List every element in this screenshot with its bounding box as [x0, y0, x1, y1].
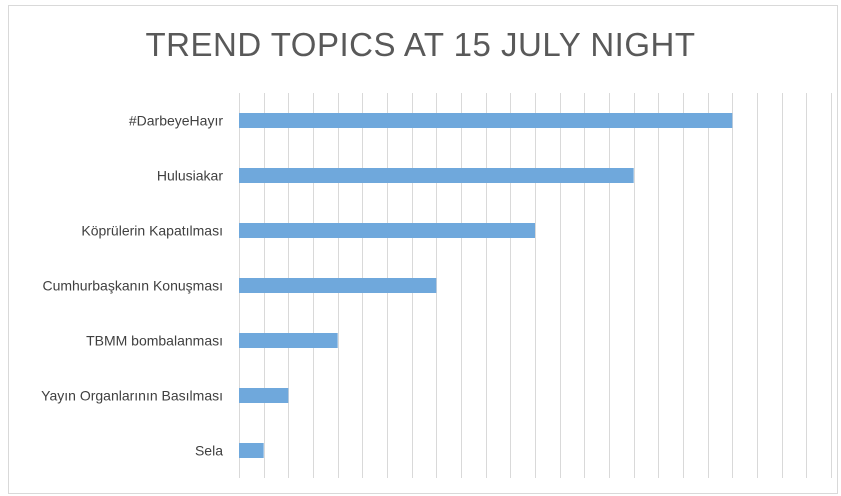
category-label: Sela [195, 443, 223, 459]
category-label: Köprülerin Kapatılması [81, 223, 223, 239]
chart-area [8, 5, 838, 494]
chart-title: TREND TOPICS AT 15 JULY NIGHT [145, 26, 696, 63]
bar [239, 168, 634, 183]
bar [239, 443, 264, 458]
bar [239, 333, 338, 348]
category-label: TBMM bombalanması [86, 333, 223, 349]
bar [239, 223, 535, 238]
category-labels: #DarbeyeHayır Hulusiakar Köprülerin Kapatı… [41, 113, 223, 459]
category-label: #DarbeyeHayır [129, 113, 223, 129]
bars [239, 113, 733, 458]
category-label: Yayın Organlarının Basılması [41, 388, 223, 404]
bar [239, 278, 437, 293]
bar [239, 388, 289, 403]
category-label: Hulusiakar [157, 168, 223, 184]
bar [239, 113, 733, 128]
category-label: Cumhurbaşkanın Konuşması [42, 278, 223, 294]
